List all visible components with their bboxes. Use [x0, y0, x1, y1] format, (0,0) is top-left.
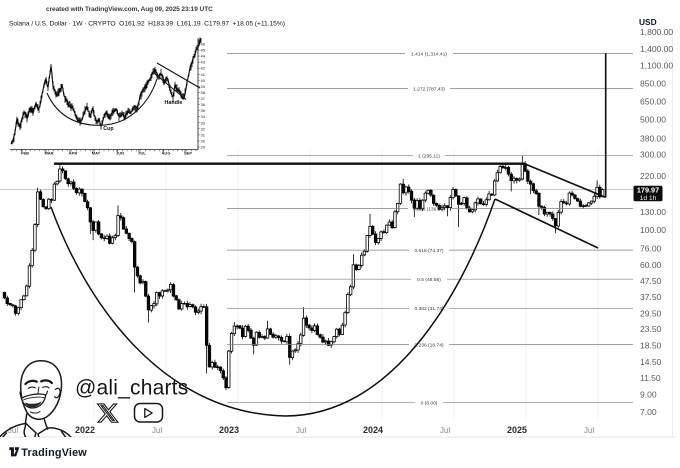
svg-text:32: 32: [201, 126, 206, 131]
svg-text:0.5 (48.58): 0.5 (48.58): [417, 277, 441, 283]
svg-text:0 (8.00): 0 (8.00): [421, 401, 438, 407]
svg-text:76.00: 76.00: [640, 244, 662, 254]
svg-text:179.97: 179.97: [637, 186, 659, 195]
svg-text:30: 30: [201, 139, 206, 144]
svg-text:500.00: 500.00: [640, 115, 666, 125]
svg-text:Cup: Cup: [103, 126, 114, 132]
svg-text:37.50: 37.50: [640, 292, 662, 302]
svg-text:14.50: 14.50: [640, 357, 662, 367]
svg-text:60.00: 60.00: [640, 260, 662, 270]
svg-text:1,800.00: 1,800.00: [640, 27, 673, 37]
svg-text:40: 40: [201, 78, 206, 83]
svg-text:9.00: 9.00: [640, 390, 657, 400]
svg-text:41: 41: [201, 72, 206, 77]
svg-text:2022: 2022: [75, 425, 95, 435]
svg-text:Jul: Jul: [584, 426, 594, 435]
svg-text:TradingView: TradingView: [21, 447, 87, 459]
svg-text:37: 37: [201, 96, 206, 101]
svg-text:1d 1h: 1d 1h: [640, 195, 657, 202]
svg-text:23.50: 23.50: [640, 324, 662, 334]
svg-text:USD: USD: [639, 17, 657, 27]
svg-text:33: 33: [201, 120, 206, 125]
svg-text:220.00: 220.00: [640, 171, 666, 181]
svg-text:18.50: 18.50: [640, 340, 662, 350]
svg-text:APR: APR: [69, 151, 78, 156]
svg-text:850.00: 850.00: [640, 78, 666, 88]
svg-text:43: 43: [201, 60, 206, 65]
svg-text:2025: 2025: [507, 425, 527, 435]
svg-text:0.382 (31.74): 0.382 (31.74): [414, 306, 443, 312]
svg-text:Solana / U.S. Dollar · 1W · CR: Solana / U.S. Dollar · 1W · CRYPTO O161.…: [9, 20, 285, 27]
svg-text:42: 42: [201, 66, 206, 71]
svg-text:44: 44: [201, 54, 206, 59]
svg-text:Jul: Jul: [440, 426, 450, 435]
svg-text:35: 35: [201, 108, 206, 113]
svg-text:100.00: 100.00: [640, 225, 666, 235]
svg-text:130.00: 130.00: [640, 207, 666, 217]
svg-text:MAY: MAY: [92, 151, 101, 156]
svg-text:36: 36: [201, 102, 206, 107]
svg-text:created with TradingView.com,: created with TradingView.com, Aug 09, 20…: [46, 6, 213, 13]
svg-text:39: 39: [201, 84, 206, 89]
svg-text:Handle: Handle: [165, 100, 183, 106]
svg-text:47.50: 47.50: [640, 276, 662, 286]
svg-text:0.236 (18.74): 0.236 (18.74): [414, 342, 443, 348]
svg-text:FEB: FEB: [21, 151, 29, 156]
svg-text:29.50: 29.50: [640, 309, 662, 319]
svg-text:JUL: JUL: [138, 151, 146, 156]
svg-text:380.00: 380.00: [640, 134, 666, 144]
svg-text:650.00: 650.00: [640, 97, 666, 107]
svg-text:1.272 (787.43): 1.272 (787.43): [413, 86, 445, 92]
svg-text:2024: 2024: [363, 425, 383, 435]
svg-text:34: 34: [201, 114, 206, 119]
svg-text:45: 45: [201, 48, 206, 53]
svg-text:0.786 (136.37): 0.786 (136.37): [413, 206, 445, 212]
svg-text:46: 46: [201, 42, 206, 47]
svg-text:@ali_charts: @ali_charts: [75, 377, 188, 400]
svg-text:29: 29: [201, 145, 206, 150]
svg-text:AUG: AUG: [162, 151, 171, 156]
svg-text:1.414 (1,314.41): 1.414 (1,314.41): [411, 51, 447, 57]
svg-text:2023: 2023: [219, 425, 239, 435]
svg-text:1,100.00: 1,100.00: [640, 61, 673, 71]
svg-text:0.618 (74.37): 0.618 (74.37): [414, 248, 443, 254]
svg-text:SEP: SEP: [184, 151, 192, 156]
svg-text:7.00: 7.00: [640, 407, 657, 417]
svg-text:Jul: Jul: [296, 426, 306, 435]
svg-text:Jul: Jul: [152, 426, 162, 435]
svg-text:300.00: 300.00: [640, 150, 666, 160]
svg-text:MAR: MAR: [44, 151, 53, 156]
svg-text:JUN: JUN: [116, 151, 124, 156]
svg-text:1,400.00: 1,400.00: [640, 44, 673, 54]
svg-text:1 (295.11): 1 (295.11): [418, 154, 440, 160]
svg-text:31: 31: [201, 132, 206, 137]
svg-text:38: 38: [201, 90, 206, 95]
svg-text:Jul: Jul: [8, 426, 18, 435]
svg-text:11.50: 11.50: [640, 373, 661, 383]
